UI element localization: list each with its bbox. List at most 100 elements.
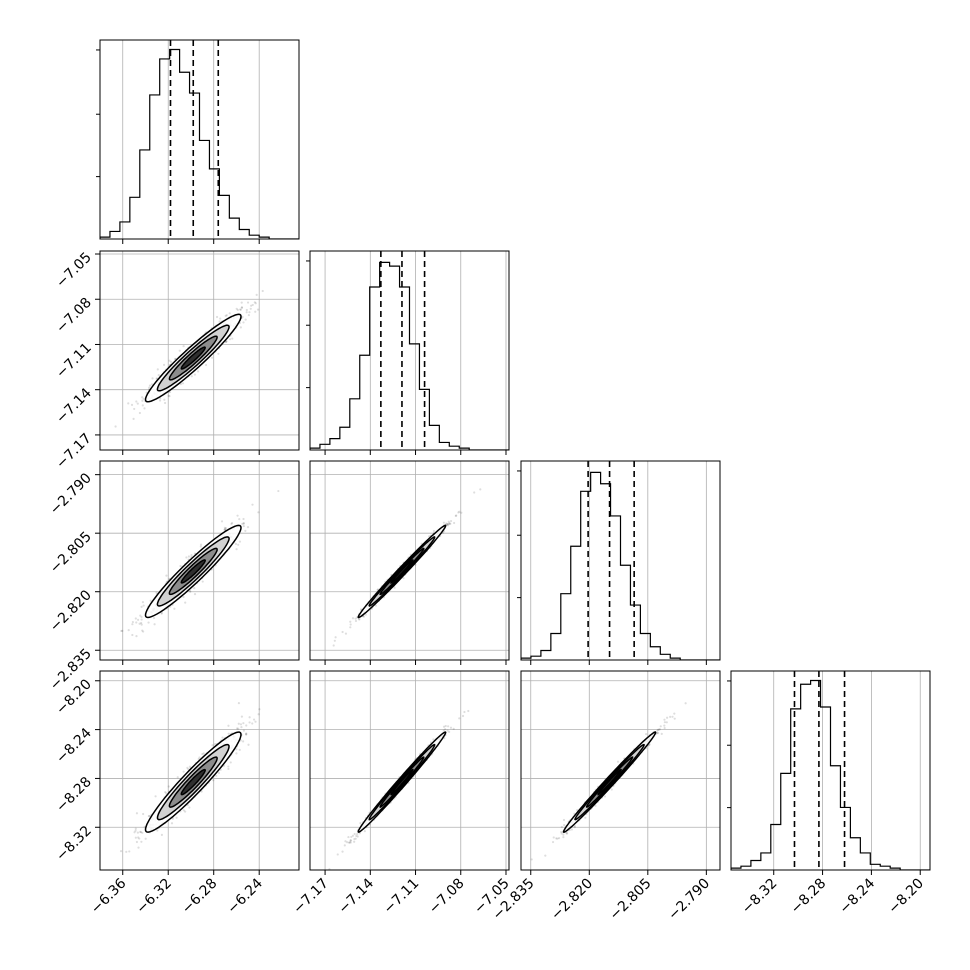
scatter-point — [188, 765, 191, 768]
scatter-point — [135, 621, 138, 624]
scatter-point — [257, 713, 260, 716]
scatter-point — [225, 340, 228, 343]
scatter-point — [142, 812, 145, 816]
scatter-point — [223, 528, 226, 531]
scatter-point — [247, 314, 250, 317]
scatter-point — [151, 377, 154, 380]
panel-3-3: −8.32 −8.28 −8.24 −8.20 — [727, 670, 931, 917]
scatter-point — [258, 708, 261, 711]
scatter-point — [255, 293, 258, 297]
scatter-point — [239, 723, 243, 726]
scatter-point — [242, 722, 245, 725]
x-tick-label: −2.790 — [665, 876, 713, 924]
x-tick-label: −7.17 — [290, 876, 332, 918]
scatter-point — [141, 396, 144, 399]
histogram-3 — [731, 679, 930, 870]
scatter-point — [134, 836, 137, 839]
x-tick-label: −8.24 — [837, 875, 879, 917]
scatter-point — [156, 829, 159, 832]
scatter-point — [349, 626, 352, 629]
scatter-point — [353, 832, 356, 836]
scatter-point — [449, 519, 453, 523]
scatter-point — [448, 522, 451, 525]
scatter-point — [245, 311, 248, 314]
scatter-point — [603, 795, 607, 798]
contour-level-3 — [180, 559, 206, 584]
scatter-point — [139, 831, 143, 834]
scatter-point — [188, 806, 191, 809]
axes-frame — [520, 460, 721, 661]
scatter-point — [242, 522, 245, 525]
scatter-point — [218, 320, 221, 323]
scatter-point — [616, 760, 620, 763]
scatter-point — [446, 523, 449, 526]
scatter-point — [427, 535, 431, 538]
scatter-point — [225, 340, 228, 343]
scatter-point — [224, 527, 228, 530]
scatter-point — [376, 588, 379, 591]
scatter-point — [134, 827, 137, 830]
scatter-point — [663, 724, 666, 727]
scatter-point — [349, 620, 352, 623]
scatter-point — [201, 580, 204, 583]
scatter-point — [155, 591, 158, 594]
scatter-point — [261, 289, 264, 293]
scatter-point — [199, 545, 202, 548]
scatter-point — [144, 837, 147, 840]
scatter-point — [347, 841, 351, 844]
scatter-point — [135, 634, 138, 638]
scatter-point — [560, 830, 563, 834]
scatter-point — [245, 733, 248, 736]
scatter-point — [137, 846, 140, 849]
scatter-point — [156, 368, 159, 371]
scatter-point — [245, 308, 248, 312]
scatter-point — [673, 712, 676, 715]
scatter-point — [224, 314, 227, 317]
scatter-point — [141, 831, 144, 834]
scatter-point — [673, 717, 676, 720]
scatter-point — [562, 836, 565, 839]
scatter-point — [447, 520, 450, 523]
scatter-point — [244, 318, 247, 321]
scatter-point — [179, 383, 183, 386]
scatter-point — [448, 522, 451, 525]
scatter-point — [684, 702, 687, 705]
scatter-point — [169, 360, 173, 363]
scatter-point — [251, 303, 254, 307]
scatter-point — [238, 748, 241, 751]
scatter-point — [217, 771, 221, 775]
scatter-point — [463, 710, 466, 714]
scatter-point — [656, 728, 660, 731]
scatter-point — [140, 623, 143, 626]
scatter-point — [154, 795, 157, 798]
scatter-point — [193, 587, 196, 590]
x-tick-label: −6.32 — [133, 876, 175, 918]
scatter-point — [242, 321, 245, 324]
scatter-point — [228, 312, 231, 315]
scatter-point — [446, 729, 449, 732]
y-tick-label: −2.790 — [47, 470, 95, 518]
y-tick-label: −7.05 — [53, 250, 95, 292]
scatter-point — [171, 817, 174, 820]
scatter-point — [184, 810, 187, 813]
scatter-point — [137, 836, 140, 839]
scatter-point — [193, 373, 197, 376]
scatter-point — [460, 511, 463, 514]
scatter-point — [131, 623, 134, 626]
scatter-point — [138, 622, 141, 625]
scatter-point — [353, 840, 356, 843]
scatter-point — [341, 630, 344, 634]
scatter-point — [214, 743, 217, 746]
scatter-point — [659, 725, 662, 728]
scatter-point — [138, 411, 141, 415]
scatter-point — [610, 788, 613, 791]
scatter-point — [235, 748, 238, 751]
scatter-point — [121, 629, 124, 632]
scatter-point — [181, 382, 185, 385]
scatter-point — [210, 356, 214, 359]
axes-frame — [520, 670, 721, 871]
scatter-point — [250, 304, 253, 307]
scatter-point — [245, 733, 248, 736]
axes-frame — [99, 460, 300, 661]
scatter-point — [141, 404, 144, 407]
